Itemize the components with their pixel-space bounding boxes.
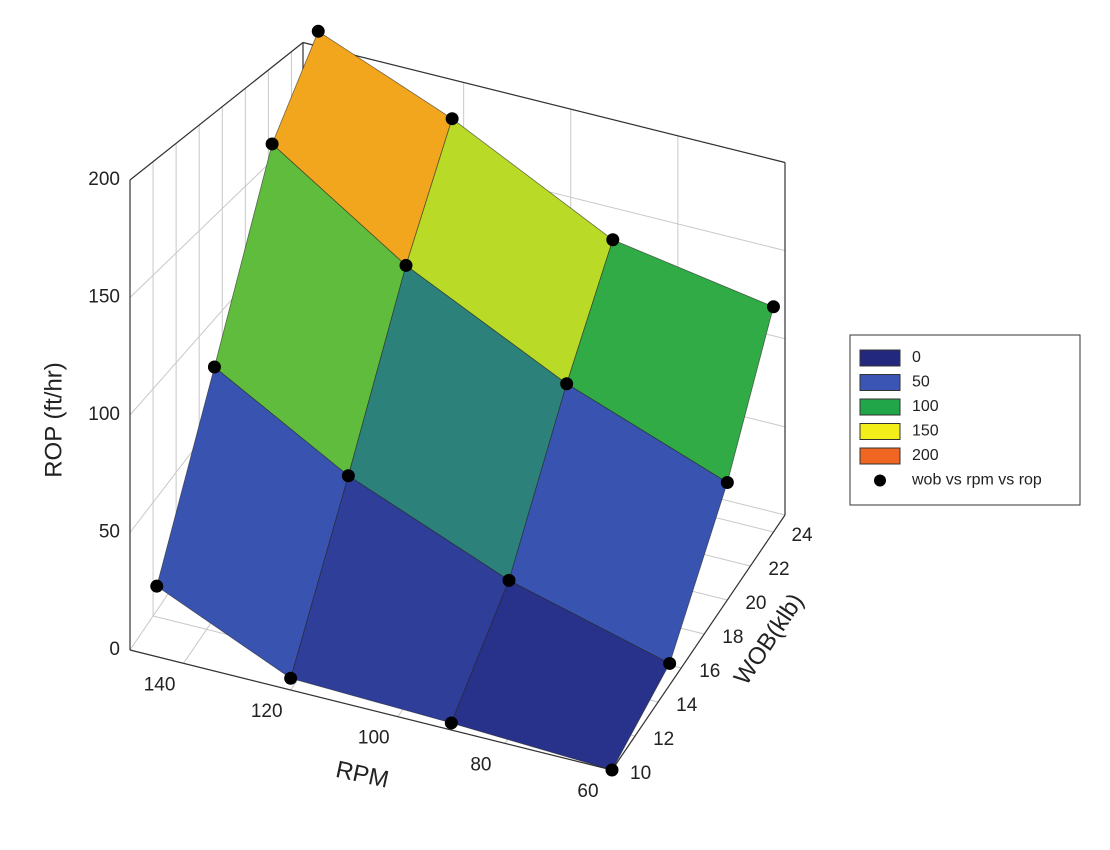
legend-marker [874, 474, 886, 487]
scatter-point [502, 573, 516, 587]
scatter-point [444, 716, 458, 730]
legend-swatch [859, 374, 901, 391]
surface [150, 24, 780, 777]
legend-label: 50 [912, 374, 930, 391]
legend-swatch [859, 423, 901, 440]
scatter-point [399, 258, 413, 272]
axis-edge [129, 649, 613, 771]
scatter-point [150, 579, 164, 593]
z-tick-label: 100 [88, 404, 120, 425]
y-tick-label: 14 [676, 695, 698, 716]
scatter-point [766, 300, 780, 314]
y-tick-label: 24 [791, 525, 813, 546]
axis-edge [302, 41, 786, 164]
legend: 0 50 100 150 200 wob vs rpm vs rop [859, 349, 1042, 489]
z-tick-label: 0 [109, 639, 120, 660]
scatter-point [605, 763, 619, 777]
y-tick-label: 10 [630, 763, 651, 784]
legend-label: wob vs rpm vs rop [911, 472, 1042, 489]
scatter-point [284, 671, 298, 685]
scatter-point [341, 469, 355, 483]
scatter-point [720, 476, 734, 489]
x-tick-label: 140 [144, 674, 176, 695]
scatter-point [311, 24, 325, 38]
z-tick-label: 150 [88, 287, 120, 308]
scatter-point [606, 233, 620, 247]
legend-swatch [859, 349, 901, 367]
z-axis-label: ROP (ft/hr) [40, 362, 67, 478]
legend-label: 200 [912, 447, 939, 464]
y-tick-label: 20 [745, 593, 766, 614]
x-tick-label: 100 [358, 728, 390, 749]
z-tick-label: 50 [99, 522, 120, 543]
legend-label: 0 [912, 349, 921, 366]
axis-edge [611, 514, 786, 771]
x-tick-label: 60 [577, 781, 598, 802]
x-tick-label: 80 [470, 754, 491, 775]
legend-swatch [859, 398, 901, 416]
x-axis-label: RPM [333, 756, 391, 794]
legend-label: 100 [912, 398, 939, 415]
x-tick-label: 120 [251, 701, 283, 722]
legend-swatch [859, 447, 901, 465]
y-tick-label: 22 [768, 559, 789, 580]
scatter-point [265, 137, 279, 151]
y-tick-label: 16 [699, 661, 720, 682]
scatter-point [207, 360, 221, 374]
scatter-point [560, 377, 574, 391]
y-tick-label: 18 [722, 627, 743, 648]
scatter-point [663, 656, 677, 670]
axis-edge [129, 42, 304, 181]
legend-label: 150 [912, 423, 939, 440]
scatter-point [445, 112, 459, 126]
z-tick-label: 200 [88, 169, 120, 190]
y-tick-label: 12 [653, 729, 674, 750]
